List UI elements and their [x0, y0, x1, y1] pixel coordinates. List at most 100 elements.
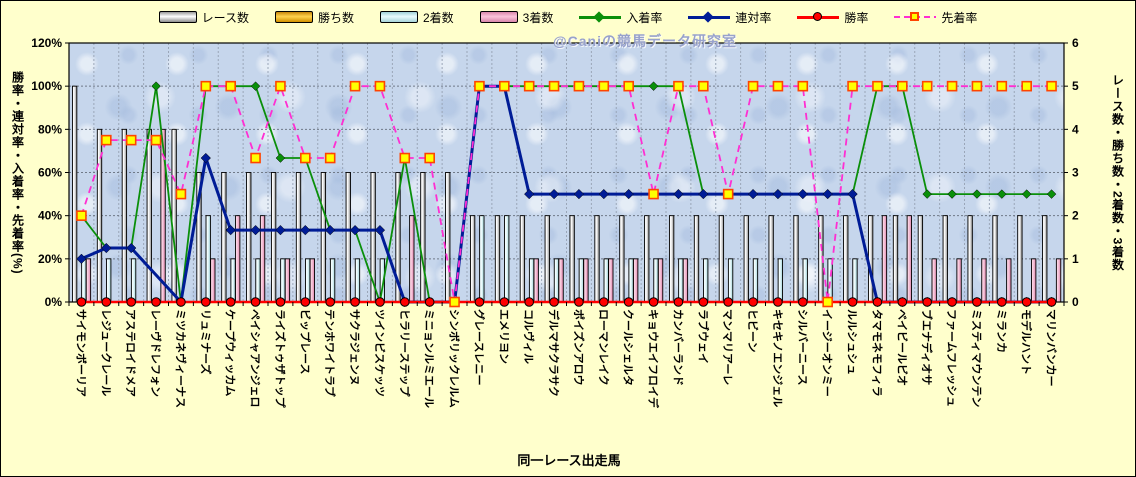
left-axis-tick-label: 20% [38, 252, 62, 266]
category-label: ヒビーン [746, 309, 760, 352]
category-label: イージーオンミー [821, 309, 834, 397]
bar-seconds [230, 258, 236, 303]
marker-quinella-rate [325, 224, 336, 236]
marker-placing-rate [648, 81, 659, 91]
bar-races [270, 172, 277, 303]
marker-ahead-rate [1021, 80, 1032, 92]
legend-marker-win_rate-icon [797, 11, 840, 23]
bar-seconds [628, 258, 634, 303]
marker-ahead-rate [125, 134, 137, 146]
bar-races [992, 215, 998, 303]
legend-item-placing_rate: 入着率 [579, 9, 662, 26]
line-ahead-rate [80, 83, 1052, 303]
bar-seconds [81, 258, 87, 303]
category-label: シンボリックレルム [448, 309, 462, 408]
bar-thirds [85, 258, 92, 303]
marker-placing-rate [922, 189, 932, 199]
category-label: ブエナディオサ [920, 309, 934, 385]
left-axis-tick-label: 40% [38, 209, 62, 223]
legend-item-races: レース数 [158, 9, 249, 26]
marker-ahead-rate [150, 134, 162, 146]
bar-thirds [657, 258, 664, 303]
bar-races [967, 215, 973, 303]
category-label: キセキノエンジェル [771, 309, 784, 407]
legend-marker-placing_rate-icon [579, 11, 622, 23]
bar-races [892, 215, 899, 303]
marker-win-rate [574, 297, 584, 307]
bar-races [519, 215, 526, 303]
marker-ahead-rate [374, 80, 386, 92]
marker-quinella-rate [225, 224, 236, 236]
marker-ahead-rate [175, 188, 187, 200]
bar-races [121, 128, 128, 303]
bar-races [146, 128, 152, 303]
marker-ahead-rate [349, 80, 361, 92]
legend-item-thirds: 3着数 [479, 9, 553, 26]
marker-quinella-rate [275, 224, 286, 236]
marker-ahead-rate [499, 80, 510, 92]
category-label: グレースレニー [472, 309, 486, 385]
bar-races [569, 215, 575, 303]
bar-seconds [280, 258, 286, 303]
bar-seconds [727, 258, 734, 303]
watermark: @Caniの競馬データ研究室 [553, 33, 737, 49]
marker-ahead-rate [523, 80, 535, 92]
marker-quinella-rate [573, 188, 585, 200]
bar-thirds [558, 258, 564, 303]
bar-seconds [703, 258, 709, 303]
marker-win-rate [1046, 297, 1057, 307]
legend-label: 連対率 [735, 10, 772, 25]
marker-quinella-rate [747, 188, 759, 200]
marker-win-rate [424, 297, 435, 307]
marker-ahead-rate [897, 80, 908, 92]
marker-win-rate [375, 297, 385, 307]
legend-swatch-thirds-icon [479, 11, 518, 23]
bar-thirds [1055, 258, 1062, 303]
bar-seconds [305, 258, 311, 303]
marker-placing-rate [151, 81, 161, 91]
category-label: ラブウェイ [696, 309, 710, 364]
bar-seconds [678, 258, 684, 303]
marker-quinella-rate [822, 188, 833, 200]
marker-ahead-rate [772, 80, 784, 92]
category-label: ベイビールビオ [895, 309, 909, 386]
bar-seconds [504, 215, 510, 303]
marker-win-rate [176, 297, 186, 307]
bar-seconds [528, 258, 535, 303]
left-axis-tick-label: 120% [31, 36, 62, 50]
bar-races [1042, 215, 1048, 303]
category-label: ミランカ [995, 309, 1008, 353]
marker-ahead-rate [324, 152, 336, 164]
bar-thirds [1006, 258, 1012, 303]
left-axis-tick-label: 0% [45, 295, 63, 309]
category-label: テンホワイトラブ [323, 309, 337, 397]
marker-win-rate [922, 297, 932, 307]
bar-races [445, 172, 451, 303]
right-axis-tick-label: 4 [1072, 122, 1079, 136]
bar-races [345, 172, 351, 303]
marker-win-rate [225, 297, 236, 307]
bar-races [469, 215, 476, 303]
marker-quinella-rate [548, 188, 560, 200]
bar-races [793, 215, 799, 303]
bar-seconds [354, 258, 361, 303]
marker-quinella-rate [126, 242, 137, 254]
marker-win-rate [947, 297, 957, 307]
marker-ahead-rate [1046, 80, 1057, 92]
marker-quinella-rate [76, 253, 87, 264]
marker-win-rate [325, 297, 335, 307]
bar-thirds [284, 258, 291, 303]
bar-seconds [205, 215, 211, 303]
bar-races [320, 172, 327, 303]
bar-races [171, 128, 177, 303]
bar-thirds [981, 258, 987, 303]
right-axis-tick-label: 5 [1072, 79, 1079, 93]
bar-races [494, 215, 501, 303]
marker-win-rate [872, 297, 883, 307]
bar-seconds [106, 258, 112, 303]
marker-ahead-rate [399, 152, 411, 164]
marker-placing-rate [947, 189, 957, 199]
legend-label: レース数 [201, 10, 249, 25]
bar-seconds [553, 258, 560, 303]
